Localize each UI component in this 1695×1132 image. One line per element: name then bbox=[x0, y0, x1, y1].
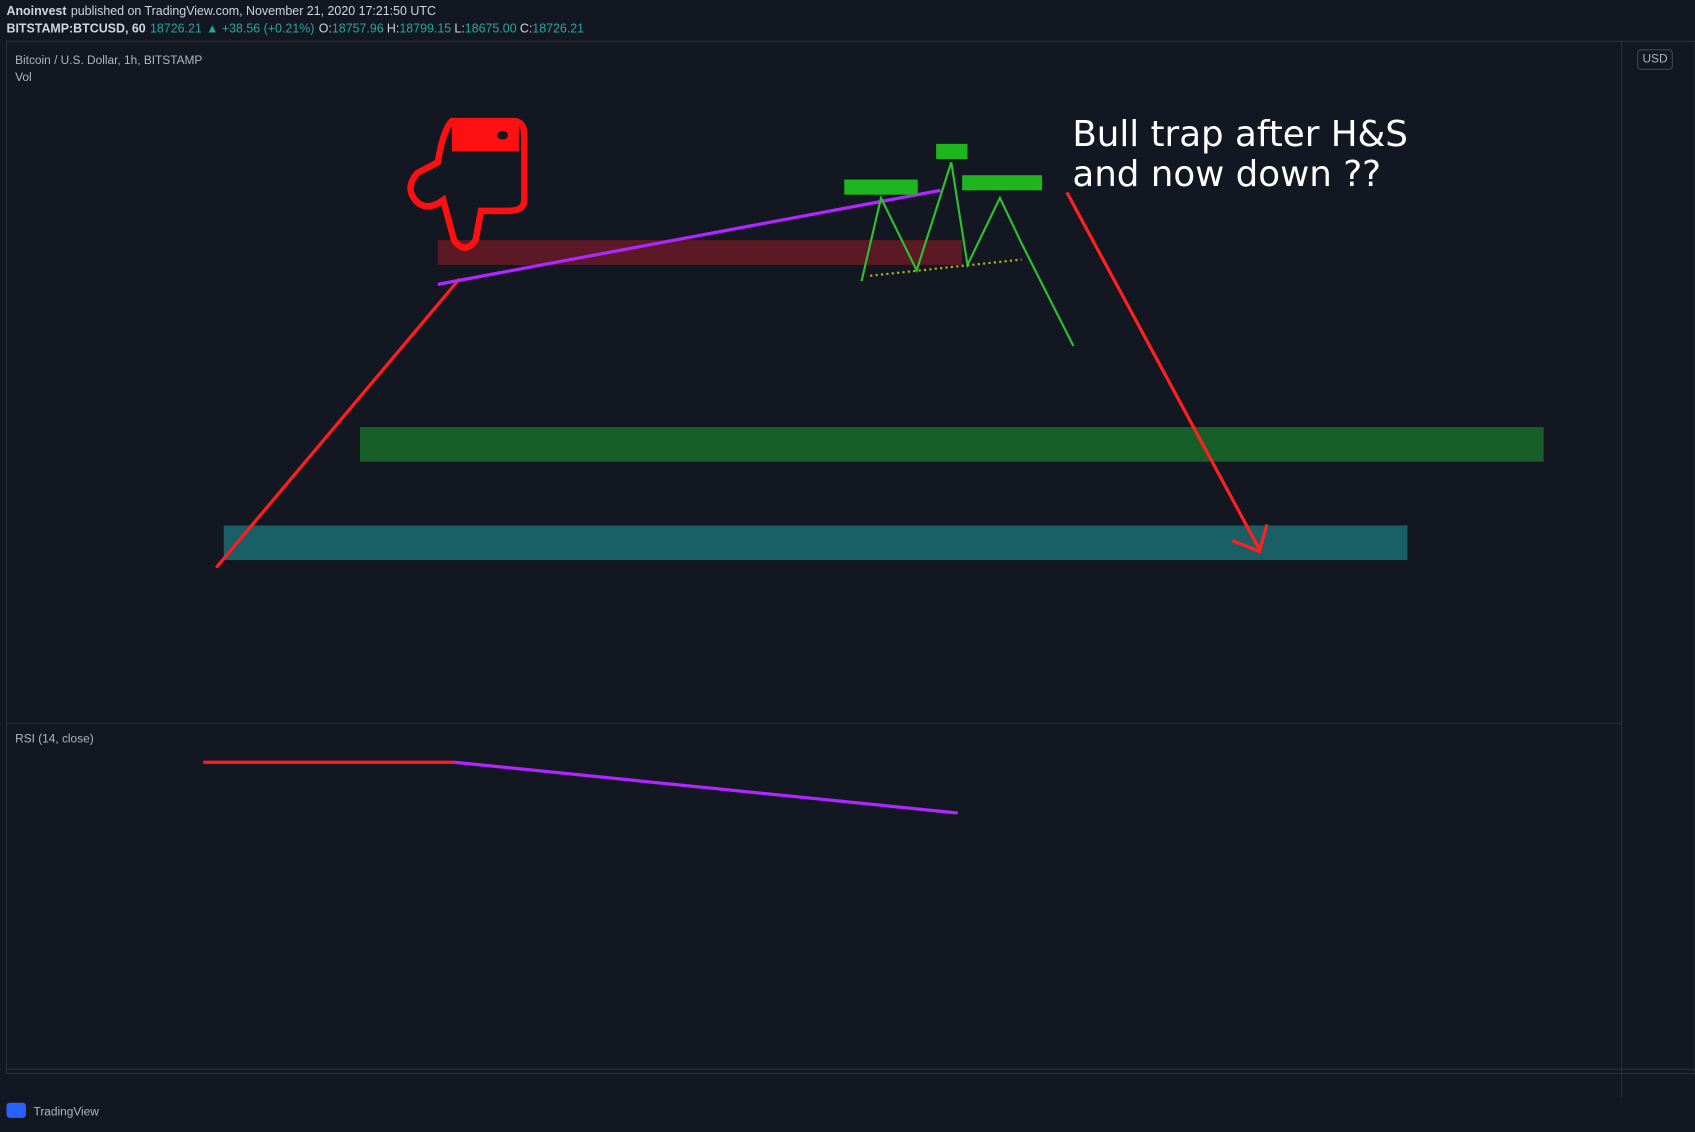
trend-line bbox=[214, 277, 461, 569]
trend-line bbox=[437, 188, 941, 286]
author: Anoinvest bbox=[6, 4, 66, 18]
currency-badge[interactable] bbox=[1637, 49, 1673, 70]
change: ▲ +38.56 (+0.21%) bbox=[206, 22, 314, 36]
last: 18726.21 bbox=[150, 22, 202, 36]
support-zone bbox=[359, 427, 1544, 462]
frame bbox=[5, 40, 1695, 1075]
c-label: C: bbox=[520, 22, 532, 36]
h-value: 18799.15 bbox=[399, 22, 451, 36]
shoulder-marker bbox=[844, 179, 918, 195]
l-value: 18675.00 bbox=[465, 22, 517, 36]
drawings: Bull trap after H&S and now down ?? bbox=[203, 114, 1408, 815]
annotation: Bull trap after H&S bbox=[1072, 114, 1408, 155]
symbol: BITSTAMP:BTCUSD, 60 bbox=[6, 22, 145, 36]
footer: TradingView bbox=[34, 1105, 100, 1119]
l-label: L: bbox=[454, 22, 464, 36]
hand-cuff bbox=[451, 121, 519, 152]
o-value: 18757.96 bbox=[332, 22, 384, 36]
shoulder-marker bbox=[962, 175, 1043, 191]
published: published on TradingView.com, November 2… bbox=[71, 4, 436, 18]
neckline bbox=[870, 258, 1022, 277]
currency: USD bbox=[1642, 52, 1667, 66]
arrow bbox=[1065, 191, 1261, 551]
resistance-zone bbox=[437, 240, 963, 265]
hs-pattern bbox=[860, 161, 1075, 347]
h-label: H: bbox=[387, 22, 399, 36]
volume-title: Vol bbox=[15, 70, 32, 84]
c-value: 18726.21 bbox=[532, 22, 584, 36]
header-line: Anoinvest published on TradingView.com, N… bbox=[6, 4, 435, 18]
o-label: O: bbox=[319, 22, 332, 36]
annotation: and now down ?? bbox=[1072, 154, 1381, 195]
rsi-divergence bbox=[453, 760, 958, 815]
symbol-line: BITSTAMP:BTCUSD, 60 18726.21 ▲ +38.56 (+0.… bbox=[6, 22, 584, 36]
pane-title: Bitcoin / U.S. Dollar, 1h, BITSTAMP bbox=[15, 53, 202, 67]
rsi-title: RSI (14, close) bbox=[15, 732, 94, 746]
hand-icon bbox=[407, 117, 528, 251]
zones bbox=[223, 240, 1544, 561]
head-marker bbox=[936, 143, 968, 160]
target-zone bbox=[223, 525, 1408, 561]
hand-dot bbox=[497, 130, 509, 140]
logo bbox=[6, 1102, 26, 1118]
arrow-head bbox=[1231, 523, 1269, 554]
